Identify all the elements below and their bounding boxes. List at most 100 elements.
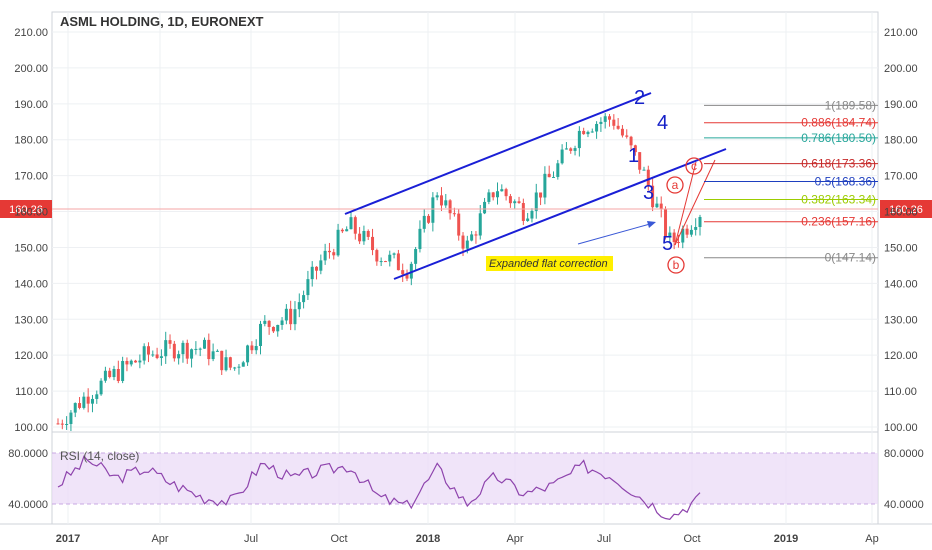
y-tick-left: 100.00 [14, 422, 48, 434]
candle-body [534, 192, 538, 211]
annotation-text: Expanded flat correction [489, 258, 608, 270]
candle-body [276, 324, 280, 332]
candle-body [138, 360, 142, 363]
candle-body [345, 229, 349, 232]
candle-body [185, 342, 189, 359]
candle-body [625, 135, 629, 137]
candle-body [146, 346, 150, 355]
candle-body [655, 203, 659, 208]
candle-body [401, 270, 405, 275]
candle-body [224, 357, 228, 371]
correction-circle-c [685, 157, 703, 175]
y-tick-left: 110.00 [15, 386, 48, 398]
candle-body [121, 361, 125, 381]
y-tick-right: 110.00 [884, 386, 917, 398]
candle-body [685, 228, 689, 235]
candle-body [633, 145, 637, 153]
candle-body [371, 236, 375, 251]
candle-body [228, 357, 232, 368]
x-tick: 2018 [416, 533, 440, 545]
correction-label-c: c [691, 159, 697, 173]
candle-body [560, 149, 564, 164]
candle-body [267, 320, 271, 327]
y-tick-left: 120.00 [14, 350, 48, 362]
candle-body [250, 345, 254, 351]
rsi-tick-right: 40.0000 [884, 499, 924, 511]
candle-body [582, 130, 586, 135]
fib-label: 0.382(163.34) [801, 193, 876, 207]
correction-label-a: a [672, 178, 679, 192]
candle-body [405, 274, 409, 279]
x-tick: 2017 [56, 533, 80, 545]
channel-upper-line[interactable] [344, 92, 652, 215]
candle-body [366, 231, 370, 237]
candle-body [461, 235, 465, 249]
y-tick-left: 160.00 [14, 207, 48, 219]
candle-body [629, 136, 633, 146]
candle-body [340, 229, 344, 232]
candle-body [302, 295, 306, 303]
candle-body [392, 253, 396, 255]
y-tick-right: 130.00 [884, 314, 918, 326]
candle-body [315, 266, 319, 271]
candle-body [60, 423, 64, 425]
last-price-label-right: 160.26 [889, 204, 923, 216]
candle-body [694, 227, 698, 230]
candle-body [284, 308, 288, 321]
last-price-badge-left [0, 200, 52, 218]
candle-body [168, 340, 172, 344]
candle-body [452, 213, 456, 215]
candle-body [448, 200, 452, 214]
y-tick-right: 180.00 [884, 135, 918, 147]
candle-body [487, 192, 491, 202]
candle-body [379, 261, 383, 263]
fib-label: 1(189.58) [825, 98, 876, 112]
candle-body [82, 396, 86, 408]
candle-body [681, 228, 685, 243]
candle-body [444, 200, 448, 206]
x-tick: Ap [865, 533, 878, 545]
candle-body [427, 215, 431, 223]
y-tick-left: 140.00 [14, 278, 48, 290]
candle-body [65, 424, 69, 426]
candle-body [547, 173, 551, 178]
candle-body [465, 240, 469, 249]
x-tick: Jul [597, 533, 611, 545]
candle-body [659, 203, 663, 210]
candle-body [237, 366, 241, 368]
candle-body [422, 215, 426, 229]
candle-body [323, 250, 327, 261]
candle-body [500, 189, 504, 192]
candle-body [539, 192, 543, 198]
candle-body [457, 213, 461, 236]
wave-label-4: 4 [657, 112, 668, 134]
rsi-title: RSI (14, close) [60, 449, 139, 463]
candle-body [521, 203, 525, 221]
wave-label-5: 5 [662, 233, 673, 255]
candle-body [483, 201, 487, 214]
x-tick: Apr [506, 533, 523, 545]
candle-body [69, 412, 73, 425]
candle-body [263, 320, 267, 324]
y-tick-left: 200.00 [14, 63, 48, 75]
candle-body [526, 218, 530, 221]
channel-lower-line[interactable] [393, 148, 727, 280]
candle-body [396, 253, 400, 271]
fib-label: 0.786(180.50) [801, 131, 876, 145]
y-tick-right: 200.00 [884, 63, 918, 75]
candle-body [112, 368, 116, 378]
candle-body [116, 368, 120, 381]
candle-body [319, 260, 323, 271]
candle-body [90, 398, 94, 404]
x-tick: Apr [151, 533, 168, 545]
candle-body [638, 152, 642, 170]
candle-body [431, 197, 435, 223]
y-tick-right: 160.00 [884, 207, 918, 219]
candle-body [651, 185, 655, 208]
rsi-tick-left: 40.0000 [8, 499, 48, 511]
fib-levels[interactable]: 1(189.58) 0.886(184.74)0.786(180.50) 0.618… [704, 98, 878, 265]
candle-body [508, 196, 512, 204]
rsi-band [52, 453, 878, 504]
